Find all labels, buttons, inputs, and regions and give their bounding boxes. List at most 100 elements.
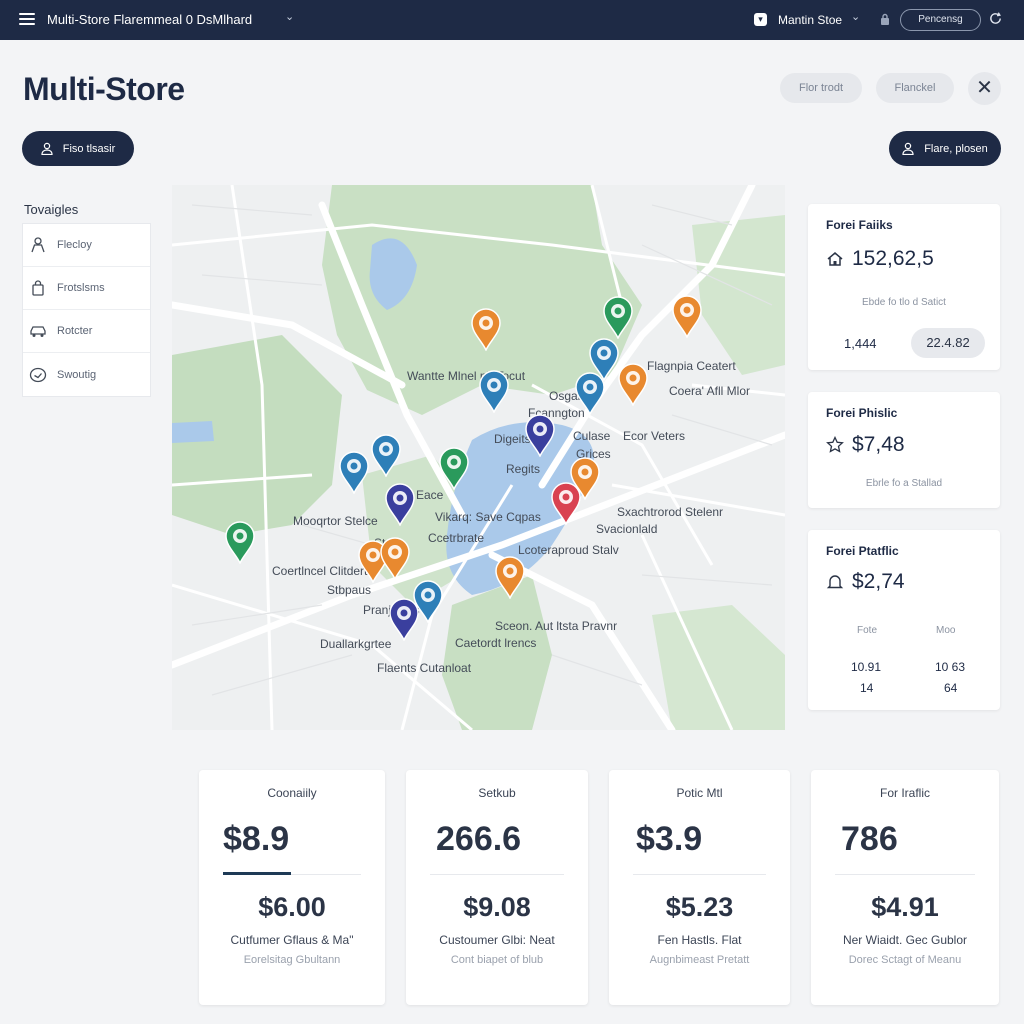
stat-title: Forei Phislic: [826, 406, 898, 420]
map-label: Flaents Cutanloat: [377, 661, 472, 675]
kpi-label: Cutfumer Gflaus & Ma": [230, 933, 354, 947]
nav-heading: Tovaigles: [24, 202, 79, 217]
kpi-sub: Augnbimeast Pretatt: [649, 954, 750, 966]
refresh-icon[interactable]: [988, 11, 1003, 26]
map-label: Ecor Veters: [623, 429, 686, 443]
map-pin-icon[interactable]: [384, 482, 416, 527]
stat-left-number: 1,444: [844, 336, 877, 351]
map-pin-icon[interactable]: [524, 413, 556, 458]
kpi-title: For Iraflic: [879, 786, 930, 800]
map-pin-icon[interactable]: [388, 597, 420, 642]
stat-value-text: 152,62,5: [852, 247, 934, 270]
side-nav: Flecloy Frotslsms Rotcter Swoutig: [22, 223, 151, 397]
kpi-main-value: 266.6: [436, 820, 522, 858]
kpi-secondary-value: $4.91: [871, 892, 939, 922]
left-action-button[interactable]: Fiso tlsasir: [22, 131, 134, 166]
map-pin-icon[interactable]: [370, 433, 402, 478]
map-label: Digeits: [494, 432, 531, 446]
stat-cell: 10 63: [935, 660, 966, 674]
map-pin-icon[interactable]: [602, 295, 634, 340]
user-icon: [41, 142, 53, 155]
map-pin-icon[interactable]: [438, 446, 470, 491]
map-label: Eace: [416, 488, 444, 502]
right-action-label: Flare, plosen: [924, 142, 988, 155]
map-pin-icon[interactable]: [671, 294, 703, 339]
map-label: Duallarkgrtee: [320, 637, 392, 651]
kpi-card[interactable]: For Iraflic 786 $4.91 Ner Wiaidt. Gec Gu…: [811, 770, 999, 1005]
top-bar-button[interactable]: Pencensg: [900, 9, 981, 31]
stat-cell: 64: [944, 681, 958, 695]
kpi-label: Fen Hastls. Flat: [657, 933, 742, 947]
map-label: Flagnpia Ceatert: [647, 359, 736, 373]
filter-button[interactable]: Flor trodt: [780, 73, 862, 103]
map-pin-icon[interactable]: [494, 555, 526, 600]
map-pin-icon[interactable]: [379, 536, 411, 581]
map-pin-icon[interactable]: [224, 520, 256, 565]
kpi-main-value: $8.9: [223, 820, 290, 858]
kpi-secondary-value: $6.00: [258, 892, 326, 922]
star-icon: [826, 436, 844, 453]
kpi-label: Custoumer Glbi: Neat: [439, 933, 555, 947]
user-icon: [902, 142, 914, 155]
map-label: Coertlncel Clitdert: [272, 564, 368, 578]
store-selector[interactable]: Mantin Stoe: [778, 13, 843, 27]
nav-item-label: Flecloy: [57, 239, 92, 251]
close-icon[interactable]: ✕: [968, 72, 1001, 105]
kpi-card[interactable]: Coonaiily $8.9 $6.00 Cutfumer Gflaus & M…: [199, 770, 385, 1005]
stat-value: $7,48: [826, 433, 905, 457]
map-pin-icon[interactable]: [338, 450, 370, 495]
cancel-button[interactable]: Flanckel: [876, 73, 954, 103]
kpi-title: Potic Mtl: [676, 786, 723, 800]
store-map[interactable]: Wantte Mlnel nb Tocut Flagnpia Ceatert O…: [172, 185, 785, 730]
map-label: Ccetrbrate: [428, 531, 485, 545]
kpi-sub: Dorec Sctagt of Meanu: [848, 954, 962, 966]
nav-item-support[interactable]: Swoutig: [23, 353, 150, 396]
map-pin-icon[interactable]: [357, 539, 389, 584]
stat-card-2: Forei Phislic $7,48 Ebrle fo a Stallad: [808, 392, 1000, 508]
map-label: Lcoteraproud Stalv: [518, 543, 619, 557]
map-pin-icon[interactable]: [470, 307, 502, 352]
map-label: Regits: [506, 462, 541, 476]
kpi-divider: [430, 874, 564, 875]
bell-icon: [826, 575, 844, 589]
stat-col-header: Moo: [936, 625, 956, 636]
map-pin-icon[interactable]: [550, 481, 582, 526]
stat-cell: 10.91: [851, 660, 882, 674]
map-pin-icon[interactable]: [617, 362, 649, 407]
map-pin-icon[interactable]: [588, 337, 620, 382]
bag-icon: [32, 280, 44, 296]
hamburger-menu-icon[interactable]: [19, 13, 35, 25]
person-icon: [31, 237, 45, 253]
stat-col-header: Fote: [857, 625, 878, 636]
nav-item-routes[interactable]: Rotcter: [23, 310, 150, 353]
stat-card-1: Forei Faiiks 152,62,5 Ebde fo tlo d Sati…: [808, 204, 1000, 370]
map-label: Stbpaus: [327, 583, 372, 597]
map-pin-icon[interactable]: [569, 456, 601, 501]
kpi-main-value: $3.9: [636, 820, 703, 858]
map-pin-icon[interactable]: [574, 371, 606, 416]
stat-chip[interactable]: 22.4.82: [911, 328, 985, 358]
kpi-card[interactable]: Potic Mtl $3.9 $5.23 Fen Hastls. Flat Au…: [609, 770, 790, 1005]
store-chevron-down-icon[interactable]: ⌄: [851, 11, 861, 23]
map-label: Coera' Afll Mlor: [669, 384, 750, 398]
kpi-secondary-value: $5.23: [665, 892, 734, 922]
chevron-down-icon[interactable]: ⌄: [285, 11, 295, 23]
kpi-title: Coonaiily: [267, 786, 317, 800]
right-action-button[interactable]: Flare, plosen: [889, 131, 1001, 166]
kpi-divider: [223, 874, 361, 875]
nav-item-label: Swoutig: [57, 368, 97, 381]
nav-item-label: Rotcter: [57, 325, 93, 337]
kpi-label: Ner Wiaidt. Gec Gublor: [842, 933, 968, 947]
stat-title: Forei Faiiks: [826, 218, 893, 232]
map-pin-icon[interactable]: [478, 369, 510, 414]
kpi-accent-bar: [223, 872, 291, 875]
map-pin-icon[interactable]: [412, 579, 444, 624]
stat-value: 152,62,5: [826, 247, 934, 271]
kpi-card[interactable]: Setkub 266.6 $9.08 Custoumer Glbi: Neat …: [406, 770, 588, 1005]
nav-item-products[interactable]: Frotslsms: [23, 267, 150, 310]
nav-item-people[interactable]: Flecloy: [23, 224, 150, 267]
store-icon: ▾: [754, 13, 767, 26]
stat-value-text: $7,48: [852, 433, 905, 456]
left-action-label: Fiso tlsasir: [62, 142, 116, 155]
top-bar: Multi-Store Flaremmeal 0 DsMlhard ⌄ ▾ Ma…: [0, 0, 1024, 40]
